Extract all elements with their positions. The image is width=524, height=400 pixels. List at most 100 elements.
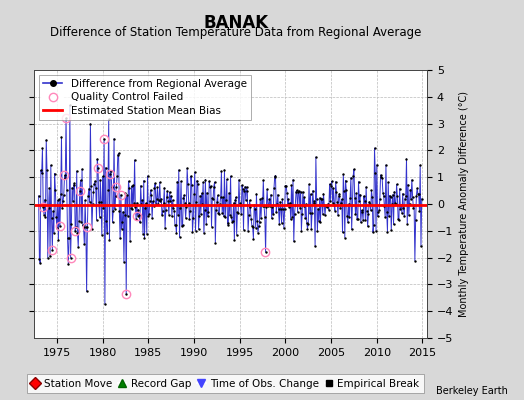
Point bbox=[355, 197, 364, 204]
Point bbox=[136, 219, 144, 226]
Point bbox=[155, 197, 163, 204]
Point bbox=[139, 230, 147, 237]
Point bbox=[359, 193, 368, 199]
Point bbox=[250, 202, 258, 208]
Point bbox=[186, 208, 194, 214]
Point bbox=[299, 189, 307, 195]
Point bbox=[352, 190, 361, 197]
Point bbox=[256, 196, 265, 202]
Point bbox=[176, 234, 184, 240]
Point bbox=[376, 196, 384, 202]
Point bbox=[178, 223, 186, 230]
Point bbox=[40, 196, 49, 203]
Point bbox=[127, 183, 136, 189]
Point bbox=[275, 221, 283, 227]
Point bbox=[104, 187, 112, 194]
Point bbox=[400, 213, 408, 219]
Point bbox=[82, 224, 90, 230]
Point bbox=[331, 207, 339, 214]
Point bbox=[137, 201, 146, 207]
Point bbox=[223, 220, 232, 226]
Point bbox=[38, 170, 46, 177]
Point bbox=[305, 181, 313, 188]
Point bbox=[95, 213, 104, 220]
Point bbox=[59, 198, 67, 204]
Point bbox=[303, 226, 312, 232]
Point bbox=[127, 205, 135, 212]
Point bbox=[245, 197, 254, 204]
Point bbox=[318, 196, 326, 202]
Point bbox=[325, 206, 333, 213]
Point bbox=[255, 223, 263, 229]
Point bbox=[379, 193, 388, 199]
Point bbox=[222, 197, 230, 203]
Point bbox=[248, 222, 256, 229]
Point bbox=[273, 201, 281, 208]
Point bbox=[194, 181, 202, 188]
Point bbox=[265, 196, 274, 202]
Point bbox=[145, 211, 153, 217]
Point bbox=[293, 209, 302, 215]
Point bbox=[216, 194, 225, 200]
Point bbox=[414, 190, 422, 197]
Point bbox=[317, 196, 325, 202]
Point bbox=[174, 212, 182, 218]
Point bbox=[123, 192, 131, 198]
Point bbox=[298, 211, 307, 217]
Point bbox=[402, 156, 411, 162]
Point bbox=[107, 168, 115, 174]
Point bbox=[268, 204, 277, 211]
Point bbox=[220, 167, 228, 173]
Point bbox=[204, 209, 213, 216]
Point bbox=[46, 253, 54, 260]
Point bbox=[41, 214, 50, 220]
Point bbox=[226, 212, 234, 218]
Point bbox=[353, 216, 361, 222]
Point bbox=[116, 235, 124, 242]
Point bbox=[176, 205, 184, 212]
Point bbox=[307, 226, 315, 232]
Point bbox=[262, 204, 270, 210]
Point bbox=[53, 224, 61, 231]
Point bbox=[243, 188, 252, 194]
Point bbox=[410, 202, 418, 208]
Point bbox=[181, 215, 190, 221]
Point bbox=[398, 190, 407, 197]
Point bbox=[327, 183, 335, 189]
Point bbox=[43, 167, 51, 173]
Point bbox=[365, 198, 374, 205]
Point bbox=[396, 186, 404, 192]
Point bbox=[215, 211, 223, 218]
Point bbox=[166, 189, 174, 195]
Point bbox=[113, 173, 121, 180]
Point bbox=[203, 190, 211, 196]
Point bbox=[287, 182, 296, 189]
Point bbox=[404, 181, 412, 188]
Point bbox=[344, 219, 352, 226]
Point bbox=[77, 177, 85, 184]
Legend: Difference from Regional Average, Quality Control Failed, Estimated Station Mean: Difference from Regional Average, Qualit… bbox=[39, 75, 250, 120]
Point bbox=[161, 225, 169, 231]
Y-axis label: Monthly Temperature Anomaly Difference (°C): Monthly Temperature Anomaly Difference (… bbox=[459, 91, 469, 317]
Point bbox=[312, 154, 320, 160]
Point bbox=[329, 200, 337, 206]
Point bbox=[70, 182, 78, 188]
Point bbox=[60, 192, 68, 198]
Point bbox=[173, 178, 181, 185]
Point bbox=[99, 204, 107, 211]
Point bbox=[37, 167, 45, 174]
Point bbox=[212, 206, 220, 213]
Point bbox=[68, 184, 77, 191]
Point bbox=[241, 183, 249, 190]
Point bbox=[90, 181, 99, 187]
Point bbox=[387, 227, 396, 234]
Point bbox=[69, 198, 77, 204]
Point bbox=[117, 225, 126, 232]
Point bbox=[91, 178, 99, 184]
Point bbox=[131, 204, 139, 210]
Point bbox=[350, 166, 358, 172]
Point bbox=[169, 197, 177, 203]
Point bbox=[208, 223, 216, 230]
Point bbox=[403, 220, 411, 227]
Point bbox=[290, 210, 299, 217]
